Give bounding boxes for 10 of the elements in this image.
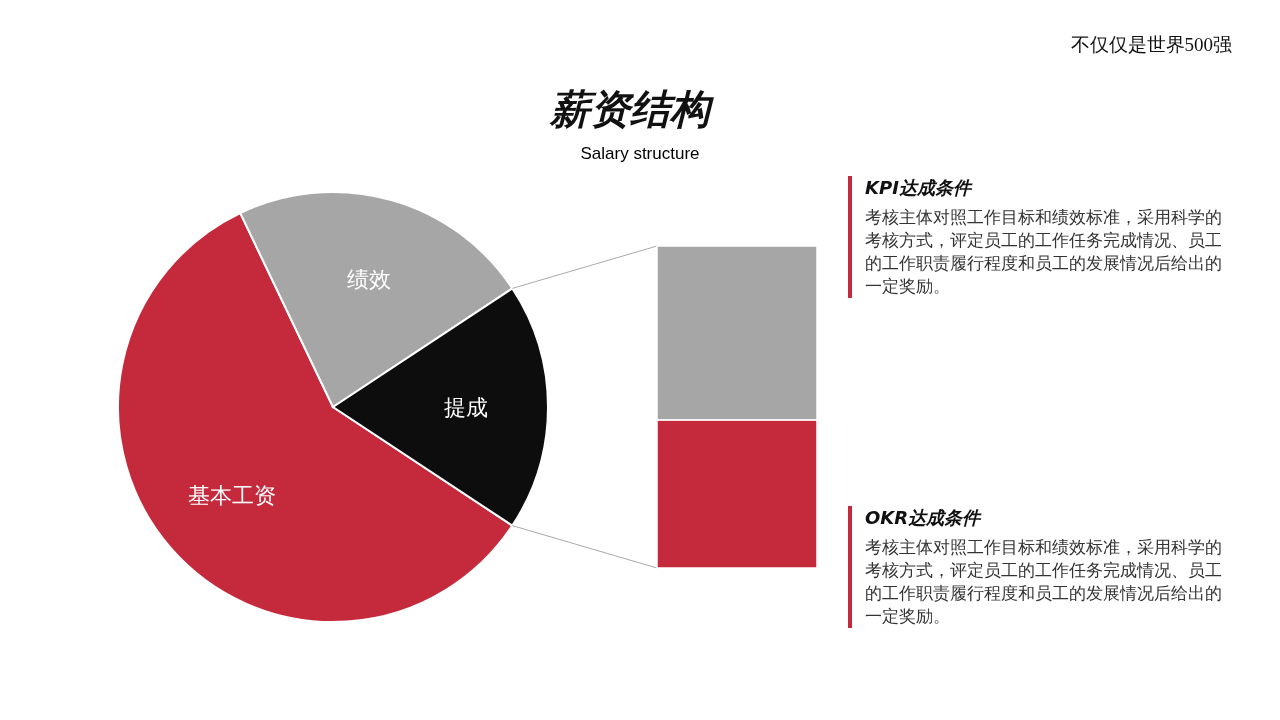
text: KPI达成条件 <box>865 176 974 200</box>
text: 考核主体对照工作目标和绩效标准，采用科学的考核方式，评定员工的工作任务完成情况、员工的工作职责履行程度和员工的发展情况后给出的一定奖励。 <box>865 207 1223 298</box>
slice-label: 绩效 <box>346 266 391 292</box>
text: 薪资结构 <box>549 85 715 134</box>
text: 考核主体对照工作目标和绩效标准，采用科学的考核方式，评定员工的工作任务完成情况、员工的工作职责履行程度和员工的发展情况后给出的一定奖励。 <box>865 537 1223 628</box>
slice-label: 提成 <box>444 395 489 420</box>
text: Salary structure <box>579 144 701 164</box>
text: 不仅仅是世界500强 <box>1070 33 1232 57</box>
slice-label: 基本工资 <box>188 482 277 508</box>
text: OKR达成条件 <box>865 506 983 530</box>
